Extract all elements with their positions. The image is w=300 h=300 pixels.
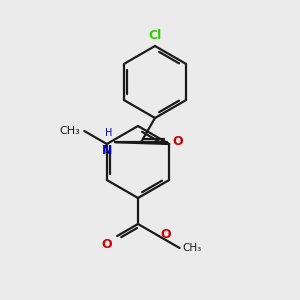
Text: O: O [172,135,183,148]
Text: CH₃: CH₃ [183,243,202,253]
Text: H: H [105,128,112,138]
Text: Cl: Cl [148,29,162,42]
Text: CH₃: CH₃ [60,126,80,136]
Text: O: O [161,229,171,242]
Text: N: N [102,144,112,157]
Text: O: O [102,238,112,251]
